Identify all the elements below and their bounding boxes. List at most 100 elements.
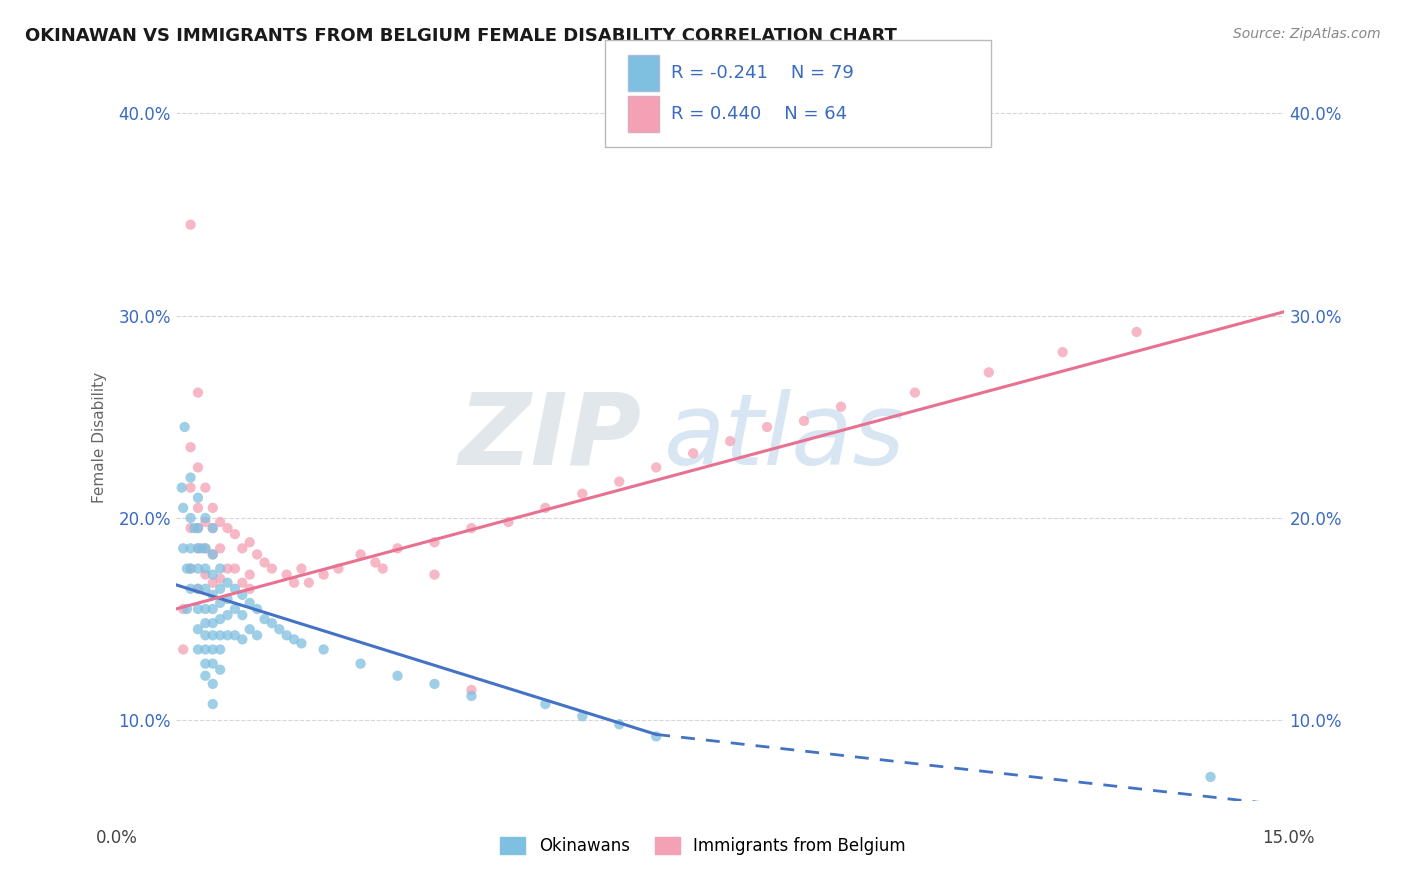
Point	[217, 628, 239, 642]
Point	[194, 582, 217, 596]
Point	[276, 628, 298, 642]
Point	[217, 608, 239, 623]
Point	[201, 677, 224, 691]
Point	[312, 567, 335, 582]
Point	[209, 515, 232, 529]
Point	[239, 622, 262, 636]
Point	[194, 642, 217, 657]
Point	[187, 582, 209, 596]
Point	[312, 642, 335, 657]
Point	[194, 616, 217, 631]
Point	[534, 697, 557, 711]
Point	[201, 500, 224, 515]
Point	[183, 521, 205, 535]
Point	[187, 602, 209, 616]
Point	[209, 541, 232, 556]
Text: atlas: atlas	[664, 389, 905, 485]
Point	[290, 561, 312, 575]
Point	[498, 515, 520, 529]
Point	[276, 567, 298, 582]
Text: OKINAWAN VS IMMIGRANTS FROM BELGIUM FEMALE DISABILITY CORRELATION CHART: OKINAWAN VS IMMIGRANTS FROM BELGIUM FEMA…	[25, 27, 897, 45]
Point	[187, 561, 209, 575]
Point	[793, 414, 815, 428]
Point	[224, 628, 246, 642]
Point	[187, 521, 209, 535]
Point	[239, 567, 262, 582]
Point	[977, 365, 1000, 379]
Point	[187, 541, 209, 556]
Point	[187, 500, 209, 515]
Point	[201, 548, 224, 562]
Point	[645, 730, 668, 744]
Point	[239, 596, 262, 610]
Point	[187, 491, 209, 505]
Point	[172, 602, 194, 616]
Point	[187, 541, 209, 556]
Point	[387, 541, 409, 556]
Point	[180, 561, 202, 575]
Point	[224, 527, 246, 541]
Point	[246, 628, 269, 642]
Point	[201, 642, 224, 657]
Point	[830, 400, 852, 414]
Point	[387, 669, 409, 683]
Point	[246, 548, 269, 562]
Point	[253, 556, 276, 570]
Point	[423, 535, 446, 549]
Point	[180, 481, 202, 495]
Point	[201, 697, 224, 711]
Point	[201, 521, 224, 535]
Point	[423, 677, 446, 691]
Point	[201, 575, 224, 590]
Point	[194, 669, 217, 683]
Point	[180, 218, 202, 232]
Point	[187, 460, 209, 475]
Point	[194, 628, 217, 642]
Text: 15.0%: 15.0%	[1263, 829, 1315, 847]
Point	[194, 481, 217, 495]
Point	[194, 561, 217, 575]
Point	[176, 561, 198, 575]
Point	[187, 622, 209, 636]
Point	[718, 434, 741, 449]
Point	[209, 642, 232, 657]
Point	[1199, 770, 1222, 784]
Point	[607, 475, 630, 489]
Point	[172, 500, 194, 515]
Y-axis label: Female Disability: Female Disability	[93, 371, 107, 503]
Point	[756, 420, 779, 434]
Point	[180, 511, 202, 525]
Point	[224, 561, 246, 575]
Point	[194, 602, 217, 616]
Point	[349, 657, 371, 671]
Point	[571, 486, 593, 500]
Point	[328, 561, 350, 575]
Point	[349, 548, 371, 562]
Point	[172, 642, 194, 657]
Point	[217, 521, 239, 535]
Point	[283, 632, 305, 647]
Point	[176, 602, 198, 616]
Point	[260, 561, 283, 575]
Point	[180, 582, 202, 596]
Point	[1052, 345, 1074, 359]
Point	[201, 657, 224, 671]
Point	[180, 470, 202, 484]
Point	[201, 628, 224, 642]
Point	[173, 420, 195, 434]
Point	[170, 481, 193, 495]
Point	[172, 541, 194, 556]
Legend: Okinawans, Immigrants from Belgium: Okinawans, Immigrants from Belgium	[494, 830, 912, 862]
Point	[283, 575, 305, 590]
Point	[201, 521, 224, 535]
Point	[187, 521, 209, 535]
Point	[209, 561, 232, 575]
Point	[201, 602, 224, 616]
Point	[190, 541, 212, 556]
Point	[224, 602, 246, 616]
Point	[180, 521, 202, 535]
Point	[187, 582, 209, 596]
Point	[904, 385, 927, 400]
Point	[194, 567, 217, 582]
Text: ZIP: ZIP	[458, 389, 641, 485]
